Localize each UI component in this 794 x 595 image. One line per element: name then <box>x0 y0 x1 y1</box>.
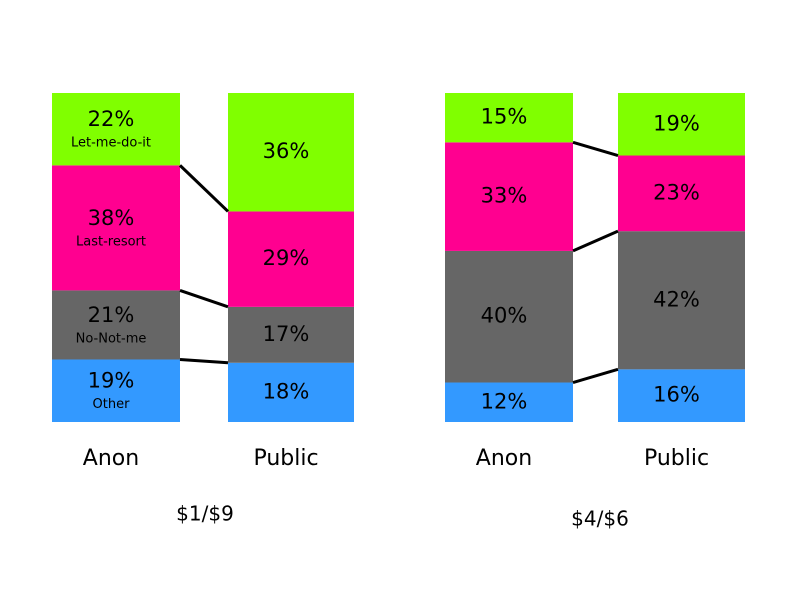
bar-segment <box>445 250 573 383</box>
x-tick-label: Public <box>253 446 318 471</box>
series-label: Last-resort <box>76 234 146 249</box>
value-label: 23% <box>653 180 700 204</box>
value-label: 21% <box>88 303 135 327</box>
bar-segment <box>228 362 354 422</box>
bar-segment <box>52 165 180 291</box>
series-label: Other <box>93 397 131 412</box>
bar-segment <box>52 359 180 422</box>
x-tick-label: Public <box>644 446 709 471</box>
connector <box>179 357 229 365</box>
bar-segment <box>228 306 354 363</box>
value-label: 42% <box>653 287 700 311</box>
bar-segment <box>618 231 745 370</box>
value-label: 19% <box>88 369 135 393</box>
bar-segment <box>618 93 745 156</box>
bar-segment <box>228 211 354 307</box>
x-tick-label: Anon <box>83 446 139 471</box>
value-label: 36% <box>263 139 310 163</box>
bar-segment <box>445 93 573 143</box>
value-label: 22% <box>88 107 135 131</box>
chart-title: $1/$9 <box>176 502 234 526</box>
connector <box>572 367 619 384</box>
bar-segment <box>228 93 354 212</box>
connector <box>178 164 230 213</box>
value-label: 18% <box>263 379 310 403</box>
value-label: 38% <box>88 206 135 230</box>
bar-segment <box>445 142 573 251</box>
value-label: 19% <box>653 111 700 135</box>
value-label: 29% <box>263 246 310 270</box>
x-tick-label: Anon <box>476 446 532 471</box>
value-label: 15% <box>481 105 528 129</box>
bar-segment <box>52 93 180 166</box>
bar-segment <box>618 155 745 232</box>
connector <box>179 288 229 309</box>
value-label: 40% <box>481 304 528 328</box>
value-label: 33% <box>481 184 528 208</box>
bar-segment <box>445 382 573 422</box>
connector <box>572 229 619 253</box>
value-label: 12% <box>481 389 528 413</box>
bar-segment <box>618 369 745 422</box>
bar-segment <box>52 290 180 360</box>
value-label: 17% <box>263 322 310 346</box>
series-label: Let-me-do-it <box>71 136 151 151</box>
connector <box>572 140 619 157</box>
series-label: No-Not-me <box>76 331 147 346</box>
chart-title: $4/$6 <box>571 507 629 531</box>
value-label: 16% <box>653 383 700 407</box>
